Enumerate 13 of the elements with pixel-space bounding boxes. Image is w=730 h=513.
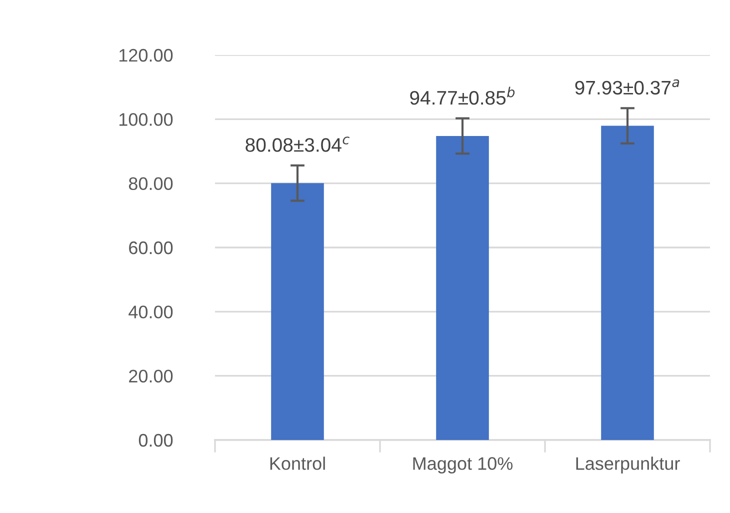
data-label: 97.93±0.37$^{a}$ — [575, 79, 680, 95]
y-tick-label: 20.00 — [129, 370, 173, 383]
y-tick-label: 40.00 — [128, 306, 173, 318]
y-tick-label: 120.00 — [119, 48, 173, 62]
y-tick-label: 80.00 — [128, 177, 173, 190]
x-tick-label: Laserpunktur — [576, 456, 680, 474]
data-label: 80.08±3.04$^{c}$ — [246, 136, 350, 152]
x-tick-label: Kontrol — [270, 456, 325, 470]
x-tick-label: Maggot 10% — [413, 457, 513, 474]
y-tick-label: 60.00 — [129, 241, 173, 254]
data-label: 94.77±0.85$^{b}$ — [410, 86, 515, 105]
y-tick-label: 0.00 — [138, 434, 173, 447]
y-tick-label: 100.00 — [119, 113, 173, 126]
